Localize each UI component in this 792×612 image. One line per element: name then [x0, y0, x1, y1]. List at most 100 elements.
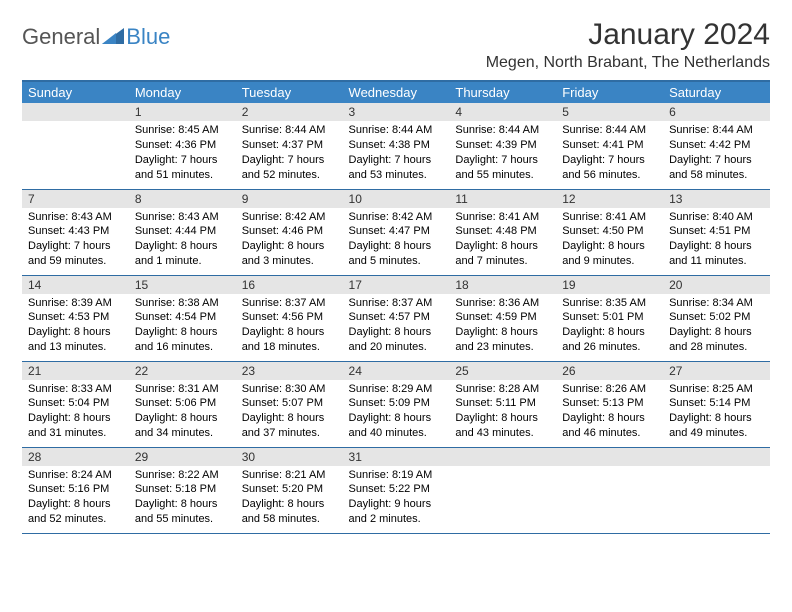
header-row: General Blue January 2024 Megen, North B…: [22, 18, 770, 72]
logo-text-blue: Blue: [126, 24, 170, 50]
calendar-cell: 28Sunrise: 8:24 AMSunset: 5:16 PMDayligh…: [22, 447, 129, 533]
calendar-cell: 11Sunrise: 8:41 AMSunset: 4:48 PMDayligh…: [449, 189, 556, 275]
calendar-cell: 3Sunrise: 8:44 AMSunset: 4:38 PMDaylight…: [343, 103, 450, 189]
calendar-cell: 30Sunrise: 8:21 AMSunset: 5:20 PMDayligh…: [236, 447, 343, 533]
day-details: Sunrise: 8:29 AMSunset: 5:09 PMDaylight:…: [343, 380, 450, 445]
calendar-cell-empty: [556, 447, 663, 533]
calendar-cell-empty: [663, 447, 770, 533]
calendar-cell-empty: [449, 447, 556, 533]
weekday-header: Saturday: [663, 81, 770, 103]
day-details: Sunrise: 8:41 AMSunset: 4:48 PMDaylight:…: [449, 208, 556, 273]
day-details: Sunrise: 8:21 AMSunset: 5:20 PMDaylight:…: [236, 466, 343, 531]
day-details: Sunrise: 8:41 AMSunset: 4:50 PMDaylight:…: [556, 208, 663, 273]
calendar-cell: 21Sunrise: 8:33 AMSunset: 5:04 PMDayligh…: [22, 361, 129, 447]
day-details: Sunrise: 8:40 AMSunset: 4:51 PMDaylight:…: [663, 208, 770, 273]
calendar-cell: 10Sunrise: 8:42 AMSunset: 4:47 PMDayligh…: [343, 189, 450, 275]
day-details: Sunrise: 8:44 AMSunset: 4:37 PMDaylight:…: [236, 121, 343, 186]
day-number: [22, 103, 129, 121]
day-details: Sunrise: 8:44 AMSunset: 4:42 PMDaylight:…: [663, 121, 770, 186]
weekday-header-row: SundayMondayTuesdayWednesdayThursdayFrid…: [22, 81, 770, 103]
calendar-cell: 17Sunrise: 8:37 AMSunset: 4:57 PMDayligh…: [343, 275, 450, 361]
day-number: [556, 448, 663, 466]
day-details: Sunrise: 8:44 AMSunset: 4:38 PMDaylight:…: [343, 121, 450, 186]
day-details: Sunrise: 8:38 AMSunset: 4:54 PMDaylight:…: [129, 294, 236, 359]
day-number: 27: [663, 362, 770, 380]
day-details: Sunrise: 8:45 AMSunset: 4:36 PMDaylight:…: [129, 121, 236, 186]
day-number: 23: [236, 362, 343, 380]
day-details: Sunrise: 8:42 AMSunset: 4:47 PMDaylight:…: [343, 208, 450, 273]
calendar-row: 7Sunrise: 8:43 AMSunset: 4:43 PMDaylight…: [22, 189, 770, 275]
day-details: Sunrise: 8:22 AMSunset: 5:18 PMDaylight:…: [129, 466, 236, 531]
calendar-cell: 2Sunrise: 8:44 AMSunset: 4:37 PMDaylight…: [236, 103, 343, 189]
day-number: 12: [556, 190, 663, 208]
calendar-cell: 13Sunrise: 8:40 AMSunset: 4:51 PMDayligh…: [663, 189, 770, 275]
calendar-cell: 24Sunrise: 8:29 AMSunset: 5:09 PMDayligh…: [343, 361, 450, 447]
calendar-cell: 19Sunrise: 8:35 AMSunset: 5:01 PMDayligh…: [556, 275, 663, 361]
day-number: 7: [22, 190, 129, 208]
day-details: Sunrise: 8:42 AMSunset: 4:46 PMDaylight:…: [236, 208, 343, 273]
calendar-cell: 12Sunrise: 8:41 AMSunset: 4:50 PMDayligh…: [556, 189, 663, 275]
day-details: Sunrise: 8:33 AMSunset: 5:04 PMDaylight:…: [22, 380, 129, 445]
calendar-row: 21Sunrise: 8:33 AMSunset: 5:04 PMDayligh…: [22, 361, 770, 447]
day-number: 15: [129, 276, 236, 294]
day-number: 14: [22, 276, 129, 294]
day-details: Sunrise: 8:36 AMSunset: 4:59 PMDaylight:…: [449, 294, 556, 359]
day-number: 31: [343, 448, 450, 466]
day-details: Sunrise: 8:43 AMSunset: 4:43 PMDaylight:…: [22, 208, 129, 273]
day-number: 9: [236, 190, 343, 208]
weekday-header: Tuesday: [236, 81, 343, 103]
calendar-cell: 26Sunrise: 8:26 AMSunset: 5:13 PMDayligh…: [556, 361, 663, 447]
calendar-cell: 16Sunrise: 8:37 AMSunset: 4:56 PMDayligh…: [236, 275, 343, 361]
calendar-cell: 1Sunrise: 8:45 AMSunset: 4:36 PMDaylight…: [129, 103, 236, 189]
calendar-cell: 18Sunrise: 8:36 AMSunset: 4:59 PMDayligh…: [449, 275, 556, 361]
day-details: Sunrise: 8:19 AMSunset: 5:22 PMDaylight:…: [343, 466, 450, 531]
day-details: Sunrise: 8:37 AMSunset: 4:56 PMDaylight:…: [236, 294, 343, 359]
day-number: 19: [556, 276, 663, 294]
logo-triangle-icon: [102, 26, 124, 49]
calendar-cell: 5Sunrise: 8:44 AMSunset: 4:41 PMDaylight…: [556, 103, 663, 189]
calendar-cell: 27Sunrise: 8:25 AMSunset: 5:14 PMDayligh…: [663, 361, 770, 447]
day-number: 28: [22, 448, 129, 466]
day-details: Sunrise: 8:35 AMSunset: 5:01 PMDaylight:…: [556, 294, 663, 359]
day-number: 6: [663, 103, 770, 121]
day-details: Sunrise: 8:25 AMSunset: 5:14 PMDaylight:…: [663, 380, 770, 445]
day-number: [449, 448, 556, 466]
day-number: 18: [449, 276, 556, 294]
day-number: 29: [129, 448, 236, 466]
day-details: Sunrise: 8:30 AMSunset: 5:07 PMDaylight:…: [236, 380, 343, 445]
day-number: 3: [343, 103, 450, 121]
calendar-cell: 15Sunrise: 8:38 AMSunset: 4:54 PMDayligh…: [129, 275, 236, 361]
calendar-cell: 7Sunrise: 8:43 AMSunset: 4:43 PMDaylight…: [22, 189, 129, 275]
logo: General Blue: [22, 18, 170, 50]
day-details: Sunrise: 8:44 AMSunset: 4:41 PMDaylight:…: [556, 121, 663, 186]
calendar-row: 28Sunrise: 8:24 AMSunset: 5:16 PMDayligh…: [22, 447, 770, 533]
day-details: Sunrise: 8:44 AMSunset: 4:39 PMDaylight:…: [449, 121, 556, 186]
calendar-cell: 29Sunrise: 8:22 AMSunset: 5:18 PMDayligh…: [129, 447, 236, 533]
day-details: Sunrise: 8:28 AMSunset: 5:11 PMDaylight:…: [449, 380, 556, 445]
day-number: 11: [449, 190, 556, 208]
day-details: Sunrise: 8:31 AMSunset: 5:06 PMDaylight:…: [129, 380, 236, 445]
month-title: January 2024: [486, 18, 770, 52]
day-number: 5: [556, 103, 663, 121]
calendar-row: 14Sunrise: 8:39 AMSunset: 4:53 PMDayligh…: [22, 275, 770, 361]
calendar-cell: 8Sunrise: 8:43 AMSunset: 4:44 PMDaylight…: [129, 189, 236, 275]
calendar-table: SundayMondayTuesdayWednesdayThursdayFrid…: [22, 80, 770, 534]
calendar-cell: 4Sunrise: 8:44 AMSunset: 4:39 PMDaylight…: [449, 103, 556, 189]
day-number: 26: [556, 362, 663, 380]
day-number: 25: [449, 362, 556, 380]
day-details: Sunrise: 8:26 AMSunset: 5:13 PMDaylight:…: [556, 380, 663, 445]
day-number: 4: [449, 103, 556, 121]
calendar-body: 1Sunrise: 8:45 AMSunset: 4:36 PMDaylight…: [22, 103, 770, 533]
day-details: Sunrise: 8:34 AMSunset: 5:02 PMDaylight:…: [663, 294, 770, 359]
calendar-cell: 23Sunrise: 8:30 AMSunset: 5:07 PMDayligh…: [236, 361, 343, 447]
weekday-header: Friday: [556, 81, 663, 103]
day-details: Sunrise: 8:24 AMSunset: 5:16 PMDaylight:…: [22, 466, 129, 531]
day-details: Sunrise: 8:37 AMSunset: 4:57 PMDaylight:…: [343, 294, 450, 359]
day-number: 2: [236, 103, 343, 121]
day-number: [663, 448, 770, 466]
day-number: 22: [129, 362, 236, 380]
day-number: 24: [343, 362, 450, 380]
weekday-header: Monday: [129, 81, 236, 103]
calendar-cell: 20Sunrise: 8:34 AMSunset: 5:02 PMDayligh…: [663, 275, 770, 361]
day-number: 1: [129, 103, 236, 121]
